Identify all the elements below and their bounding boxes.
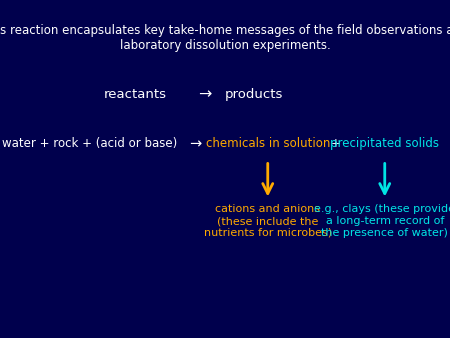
Text: e.g., clays (these provide
a long-term record of
the presence of water): e.g., clays (these provide a long-term r…: [314, 204, 450, 238]
Text: products: products: [225, 88, 284, 101]
Text: +: +: [330, 137, 340, 150]
Text: This reaction encapsulates key take-home messages of the field observations and
: This reaction encapsulates key take-home…: [0, 24, 450, 52]
Text: →: →: [189, 136, 202, 151]
Text: →: →: [198, 87, 212, 102]
Text: cations and anions
(these include the
nutrients for microbes): cations and anions (these include the nu…: [204, 204, 332, 238]
Text: water + rock + (acid or base): water + rock + (acid or base): [2, 137, 178, 150]
Text: chemicals in solution: chemicals in solution: [206, 137, 330, 150]
Text: precipitated solids: precipitated solids: [330, 137, 439, 150]
Text: reactants: reactants: [104, 88, 166, 101]
